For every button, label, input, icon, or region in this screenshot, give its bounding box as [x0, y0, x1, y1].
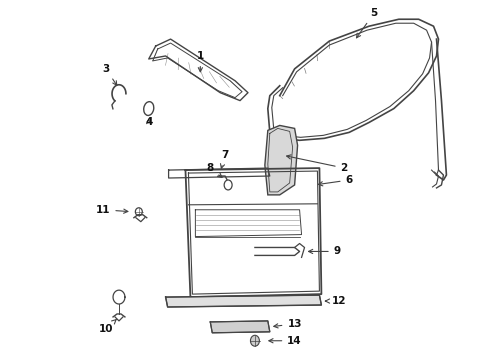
- Text: 12: 12: [325, 296, 346, 306]
- Text: 14: 14: [269, 336, 302, 346]
- Polygon shape: [265, 125, 297, 195]
- Ellipse shape: [250, 335, 259, 346]
- Ellipse shape: [144, 102, 154, 116]
- Polygon shape: [210, 321, 270, 333]
- Text: 3: 3: [102, 64, 117, 85]
- Text: 7: 7: [220, 150, 229, 168]
- Text: 9: 9: [309, 247, 341, 256]
- Text: 11: 11: [96, 205, 128, 215]
- Polygon shape: [166, 295, 321, 307]
- Text: 6: 6: [318, 175, 353, 186]
- Ellipse shape: [135, 208, 142, 216]
- Text: 4: 4: [145, 117, 152, 127]
- Text: 8: 8: [207, 163, 222, 177]
- Text: 1: 1: [196, 51, 204, 72]
- Text: 2: 2: [287, 155, 348, 173]
- Ellipse shape: [224, 180, 232, 190]
- Text: 13: 13: [274, 319, 302, 329]
- Text: 10: 10: [99, 319, 117, 334]
- Text: 5: 5: [357, 8, 378, 38]
